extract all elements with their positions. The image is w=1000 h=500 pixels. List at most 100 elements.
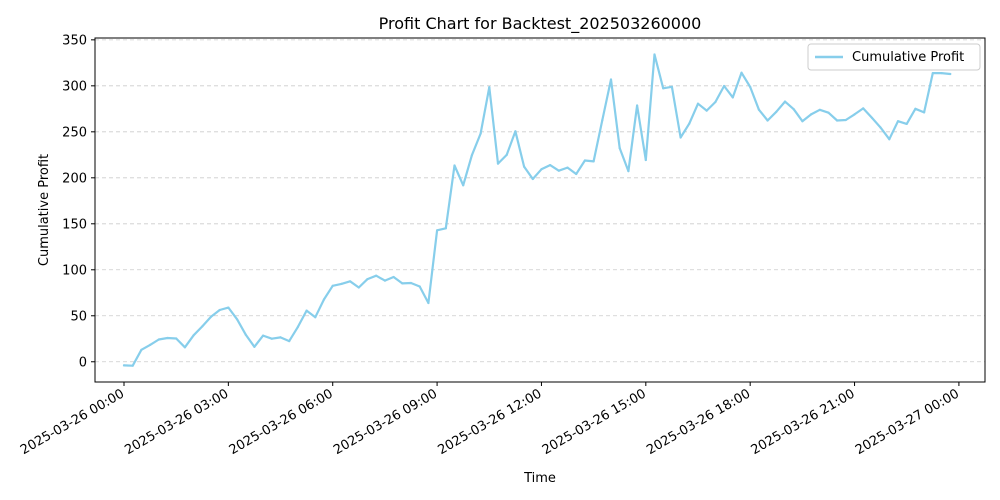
data-point (209, 315, 213, 318)
data-point (331, 284, 334, 287)
data-point (540, 168, 543, 171)
data-point (931, 72, 934, 75)
data-point (183, 346, 186, 349)
y-tick-label: 200 (62, 171, 87, 186)
plot-frame (94, 37, 986, 383)
x-axis-label: Time (523, 471, 556, 486)
data-point (601, 119, 604, 122)
data-point (879, 126, 882, 129)
data-point (157, 338, 160, 341)
data-point (896, 120, 900, 123)
data-point (375, 274, 378, 277)
data-point (340, 282, 343, 285)
data-point (914, 107, 917, 110)
data-point (418, 285, 421, 288)
data-point (436, 229, 439, 232)
data-point (262, 334, 265, 337)
data-point (488, 86, 491, 89)
y-axis-label: Cumulative Profit (37, 154, 52, 266)
y-tick-label: 50 (70, 309, 87, 324)
data-point (836, 119, 839, 122)
data-point (844, 118, 847, 122)
data-point (775, 110, 778, 113)
legend-box (807, 43, 981, 71)
data-point (653, 53, 656, 56)
data-point (496, 162, 500, 165)
data-point (383, 279, 386, 282)
data-point (783, 100, 787, 103)
data-point (862, 107, 865, 110)
data-point (757, 108, 761, 111)
legend: Cumulative Profit (807, 43, 981, 71)
data-point (479, 132, 482, 135)
data-point (392, 275, 395, 279)
data-point (279, 336, 282, 339)
data-point (627, 170, 630, 173)
data-point (505, 153, 508, 156)
data-point (427, 301, 430, 305)
data-point (583, 159, 587, 162)
data-point (140, 348, 143, 351)
data-point (270, 337, 273, 340)
gridlines (95, 39, 985, 363)
y-tick-label: 150 (62, 217, 87, 232)
data-point (723, 84, 726, 88)
data-point (714, 100, 717, 104)
data-point (401, 282, 404, 285)
data-point (166, 336, 169, 340)
series-layer (122, 53, 952, 367)
data-point (949, 72, 952, 76)
data-point (827, 111, 830, 114)
data-point (644, 158, 647, 162)
data-point (792, 108, 795, 111)
data-point (349, 280, 352, 283)
data-point (531, 177, 534, 181)
data-point (288, 340, 291, 343)
y-tick-label: 300 (62, 79, 87, 94)
data-point (818, 108, 821, 111)
data-point (662, 87, 665, 90)
data-point (923, 111, 926, 114)
data-point (810, 113, 813, 116)
data-point (322, 298, 326, 301)
data-point (731, 96, 734, 99)
data-point (705, 109, 708, 112)
data-point (557, 169, 560, 172)
series-line-cumulative-profit (122, 53, 952, 367)
data-point (688, 122, 691, 125)
data-point (366, 278, 369, 281)
data-point (453, 164, 456, 167)
data-point (514, 130, 517, 133)
data-point (609, 78, 613, 81)
data-point (853, 113, 856, 116)
data-point (218, 308, 221, 312)
data-point (801, 120, 804, 123)
y-tick-label: 0 (79, 355, 87, 370)
data-point (175, 337, 178, 340)
y-tick-label: 350 (62, 33, 87, 48)
data-point (575, 172, 578, 176)
data-point (888, 138, 891, 141)
data-point (470, 154, 473, 157)
chart-title: Profit Chart for Backtest_202503260000 (379, 14, 702, 34)
data-point (618, 147, 621, 150)
data-point (122, 364, 126, 367)
data-point (305, 309, 308, 312)
data-point (905, 122, 908, 125)
data-point (131, 364, 134, 367)
data-point (670, 85, 674, 88)
y-tick-label: 250 (62, 125, 87, 140)
data-point (244, 333, 247, 336)
data-point (549, 164, 552, 167)
data-point (296, 325, 299, 328)
data-point (696, 102, 700, 105)
data-point (409, 281, 413, 285)
data-point (523, 165, 526, 168)
data-point (314, 316, 317, 319)
data-point (940, 72, 943, 75)
y-tick-label: 100 (62, 263, 87, 278)
data-point (236, 318, 239, 321)
y-axis: 0 50 100 150 200 250 300 350 (62, 33, 95, 370)
